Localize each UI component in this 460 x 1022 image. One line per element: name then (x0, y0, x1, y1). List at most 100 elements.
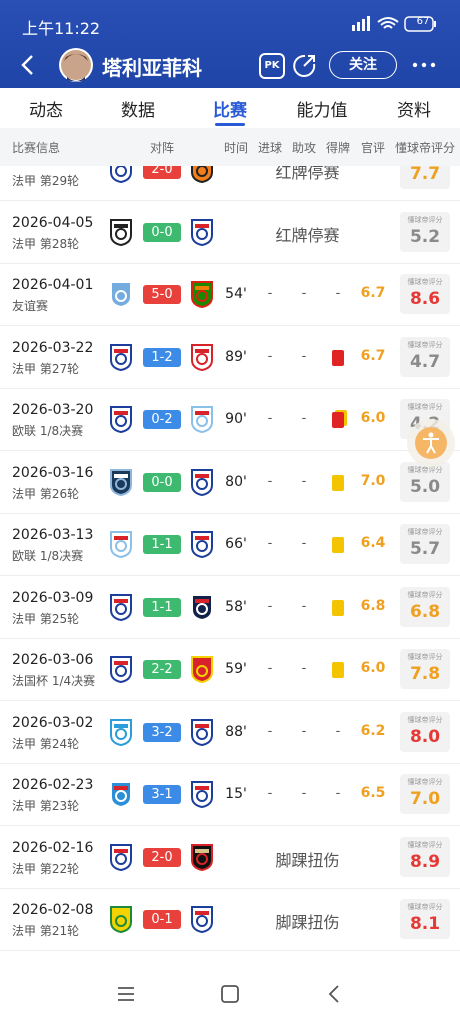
rating: 6.8 (409, 601, 441, 622)
competition: 法甲 第22轮 (12, 861, 80, 876)
team-badge (191, 781, 213, 808)
team-badge (110, 343, 132, 371)
column-label: 懂球帝评分 (394, 141, 455, 155)
home-button[interactable] (221, 985, 239, 1003)
score: 2-0 (143, 847, 181, 867)
back-button[interactable] (16, 52, 40, 78)
match-row[interactable]: 2026-03-09 法甲 第25轮 1-1 58' - - 6.8 懂球帝评分 6.8 (0, 576, 460, 639)
team-badge (110, 656, 132, 683)
rating-label: 懂球帝评分 (407, 903, 443, 911)
match-row[interactable]: 2026-04-05 法甲 第28轮 0-0 红牌停赛 懂球帝评分 5.2 (0, 201, 460, 264)
match-date: 2026-04-01 (12, 277, 94, 293)
team-badge (110, 843, 132, 871)
column-header: 比赛信息 对阵 时间 进球 助攻 得牌 官评 懂球帝评分 (0, 128, 460, 166)
column-label: 进球 (257, 141, 282, 155)
assists: - (301, 411, 307, 426)
minutes: 66' (225, 536, 247, 552)
rating: 7.7 (409, 166, 441, 184)
rating: 8.9 (409, 851, 441, 872)
match-row[interactable]: 2026-02-16 法甲 第22轮 2-0 脚踝扭伤 懂球帝评分 8.9 (0, 826, 460, 889)
match-row[interactable]: 2026-03-06 法国杯 1/4决赛 2-2 59' - - 6.0 懂球帝评分 7.8 (0, 638, 460, 701)
goals: - (267, 723, 273, 739)
match-row[interactable]: 2026-03-16 法甲 第26轮 0-0 80' - - 7.0 懂球帝评分 5.0 (0, 451, 460, 514)
more-button[interactable] (410, 58, 438, 72)
minutes: 54' (225, 286, 247, 302)
card-yellow (332, 599, 344, 616)
match-date: 2026-02-16 (12, 839, 94, 856)
rating: 7.8 (409, 664, 441, 684)
share-button[interactable] (292, 52, 318, 78)
tab[interactable]: 资料 (397, 101, 431, 121)
rating-label: 懂球帝评分 (407, 340, 443, 349)
team-badge (191, 218, 213, 246)
tab[interactable]: 比赛 (213, 101, 247, 121)
tab[interactable]: 动态 (29, 101, 63, 121)
rating: 5.2 (409, 226, 441, 247)
rating: 5.7 (409, 539, 441, 559)
card: - (335, 286, 341, 301)
back-nav-button[interactable] (328, 985, 339, 1003)
official-rating: 6.8 (360, 597, 386, 614)
rating-label: 懂球帝评分 (407, 215, 443, 224)
pk-button[interactable]: PK (259, 53, 285, 79)
score: 0-2 (143, 410, 181, 429)
column-label: 对阵 (149, 141, 174, 155)
match-date: 2026-03-02 (12, 714, 94, 731)
score: 0-0 (143, 472, 181, 492)
card-red-yellow (332, 412, 344, 428)
official-rating: 6.7 (360, 347, 386, 364)
tab[interactable]: 数据 (121, 101, 155, 121)
team-badge (191, 343, 213, 371)
official-rating: 6.4 (360, 535, 386, 551)
rating-box: 懂球帝评分 5.2 (400, 211, 450, 252)
card: - (335, 723, 341, 739)
match-row[interactable]: 2026-03-02 法甲 第24轮 3-2 88' - - - 6.2 懂球帝评分 8.0 (0, 701, 460, 764)
assists: - (301, 598, 307, 614)
match-row[interactable]: 2026-02-23 法甲 第23轮 3-1 15' - - - 6.5 懂球帝评分 7.0 (0, 763, 460, 826)
score: 1-1 (143, 535, 181, 554)
avatar[interactable] (58, 47, 94, 83)
match-date: 2026-02-23 (12, 777, 94, 793)
minutes: 58' (225, 598, 247, 615)
header-bar: 上午11:22 67 塔利亚菲科 PK 关注 (0, 0, 460, 88)
menu-button[interactable] (118, 987, 134, 1001)
tab[interactable]: 能力值 (296, 101, 348, 121)
status-time: 上午11:22 (22, 19, 101, 38)
competition: 法甲 第27轮 (12, 361, 80, 376)
column-label: 助攻 (291, 141, 316, 155)
tab-bar: 动态 数据 比赛 能力值 资料 (0, 88, 460, 128)
status-icons (352, 16, 436, 32)
goals: - (267, 661, 273, 676)
team-badge (191, 593, 213, 621)
battery-level: 67 (416, 16, 430, 27)
rating-box: 懂球帝评分 7.0 (400, 774, 450, 814)
competition: 法国杯 1/4决赛 (12, 674, 96, 688)
accessibility-button[interactable] (405, 417, 457, 469)
match-date: 2026-03-16 (12, 464, 94, 481)
team-badge (110, 781, 132, 808)
tab-indicator (215, 123, 245, 126)
match-date: 2026-03-20 (12, 402, 94, 418)
match-row[interactable]: 2026-03-22 法甲 第27轮 1-2 89' - - 6.7 懂球帝评分 4.7 (0, 326, 460, 389)
match-row[interactable]: 2026-02-08 法甲 第21轮 0-1 脚踝扭伤 懂球帝评分 8.1 (0, 888, 460, 951)
card-yellow (332, 537, 344, 553)
rating-box: 懂球帝评分 5.7 (400, 524, 450, 564)
score: 1-2 (143, 347, 181, 367)
goals: - (267, 473, 273, 489)
match-row[interactable]: 2026-03-13 欧联 1/8决赛 1-1 66' - - 6.4 懂球帝评分 5.7 (0, 513, 460, 576)
team-badge (191, 531, 213, 558)
rating-label: 懂球帝评分 (407, 778, 443, 786)
team-badge (110, 468, 132, 496)
competition: 法甲 第21轮 (12, 924, 80, 938)
match-date: 2026-03-06 (12, 652, 94, 668)
score: 0-1 (143, 910, 181, 929)
follow-button[interactable]: 关注 (329, 51, 397, 79)
score: 2-0 (143, 166, 181, 179)
goals: - (267, 411, 273, 426)
match-row[interactable]: 2026-04-01 友谊赛 5-0 54' - - - 6.7 懂球帝评分 8.6 (0, 263, 460, 326)
match-date: 2026-02-08 (12, 902, 94, 918)
